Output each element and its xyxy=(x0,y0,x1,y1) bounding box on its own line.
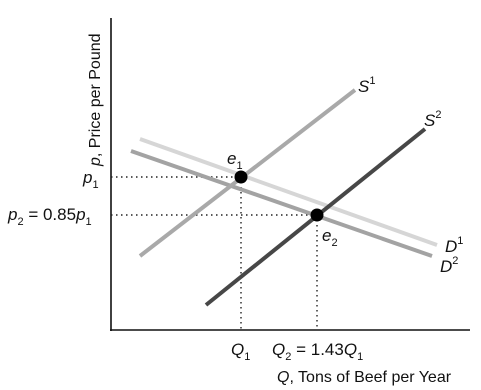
d1-label: D1 xyxy=(445,235,463,256)
q1-tick-label: Q1 xyxy=(231,340,250,363)
e2-label: e2 xyxy=(322,226,338,249)
supply-curve-s1 xyxy=(138,88,357,258)
d2-label: D2 xyxy=(440,255,458,276)
p1-tick-label: p1 xyxy=(82,168,99,191)
demand-curve-d2 xyxy=(130,149,433,258)
equilibrium-point-e1 xyxy=(234,170,248,184)
e1-label: e1 xyxy=(227,149,243,172)
equilibrium-point-e2 xyxy=(310,208,324,222)
s2-label: S2 xyxy=(424,109,441,130)
s1-label: S1 xyxy=(358,75,375,96)
p2-tick-label: p2 = 0.85p1 xyxy=(7,205,92,228)
y-axis-title: p, Price per Pound xyxy=(87,33,104,167)
demand-curve-d1 xyxy=(139,137,438,247)
q2-tick-label: Q2 = 1.43Q1 xyxy=(272,340,363,363)
x-axis-title: Q, Tons of Beef per Year xyxy=(277,369,452,386)
